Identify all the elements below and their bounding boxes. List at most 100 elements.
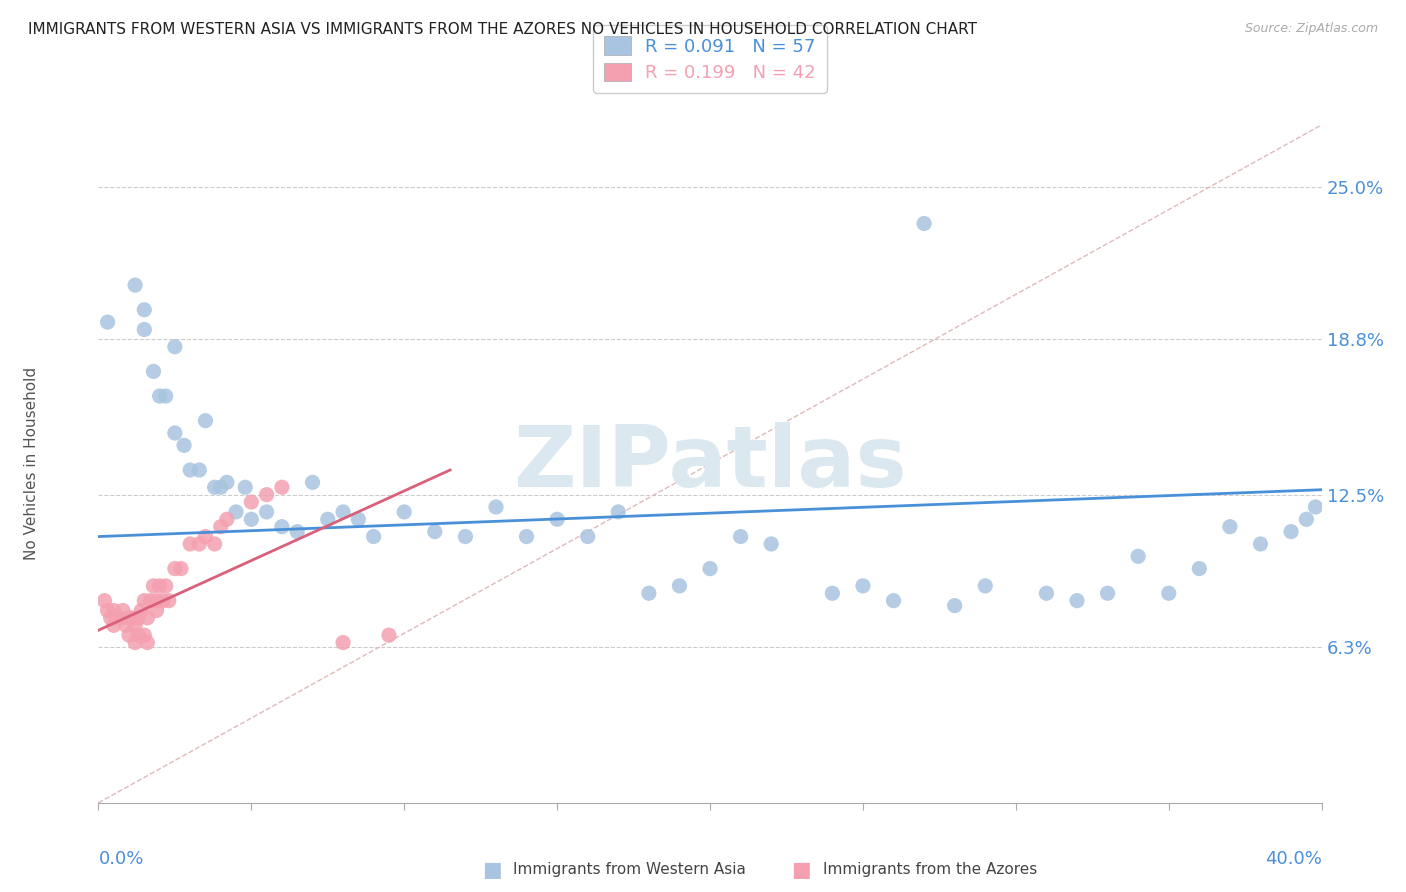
Point <box>179 537 201 551</box>
Point <box>454 530 477 544</box>
Text: 0.0%: 0.0% <box>98 850 143 868</box>
Point <box>316 512 339 526</box>
Point <box>974 579 997 593</box>
Point <box>149 389 172 403</box>
Point <box>103 618 125 632</box>
Point <box>852 579 875 593</box>
Point <box>1219 519 1241 533</box>
Point <box>516 530 538 544</box>
Point <box>111 603 134 617</box>
Point <box>163 561 186 575</box>
Point <box>170 561 193 575</box>
Point <box>204 537 226 551</box>
Point <box>93 593 115 607</box>
Point <box>157 593 180 607</box>
Text: Immigrants from the Azores: Immigrants from the Azores <box>823 863 1036 877</box>
Point <box>301 475 323 490</box>
Point <box>270 519 292 533</box>
Point <box>1295 512 1317 526</box>
Point <box>1279 524 1302 539</box>
Point <box>347 512 370 526</box>
Point <box>136 611 159 625</box>
Point <box>215 512 238 526</box>
Point <box>163 425 186 440</box>
Point <box>118 628 141 642</box>
Point <box>730 530 752 544</box>
Point <box>332 505 354 519</box>
Point <box>256 505 278 519</box>
Point <box>188 537 211 551</box>
Point <box>699 561 721 575</box>
Point <box>204 480 226 494</box>
Point <box>883 593 905 607</box>
Point <box>136 635 159 649</box>
Point <box>215 475 238 490</box>
Point <box>118 611 141 625</box>
Point <box>124 618 146 632</box>
Point <box>134 322 156 336</box>
Point <box>1305 500 1327 514</box>
Point <box>139 593 162 607</box>
Point <box>607 505 630 519</box>
Point <box>546 512 568 526</box>
Point <box>155 579 177 593</box>
Point <box>97 603 120 617</box>
Point <box>152 593 174 607</box>
Text: ■: ■ <box>482 860 502 880</box>
Point <box>142 364 165 378</box>
Point <box>209 519 232 533</box>
Point <box>115 618 138 632</box>
Point <box>124 635 146 649</box>
Point <box>759 537 782 551</box>
Point <box>256 488 278 502</box>
Point <box>124 278 146 293</box>
Point <box>149 579 172 593</box>
Point <box>142 579 165 593</box>
Point <box>121 611 143 625</box>
Point <box>105 611 128 625</box>
Point <box>392 505 416 519</box>
Point <box>134 593 156 607</box>
Point <box>240 512 263 526</box>
Point <box>668 579 690 593</box>
Point <box>145 593 167 607</box>
Point <box>194 530 217 544</box>
Point <box>173 438 195 452</box>
Point <box>163 340 186 354</box>
Point <box>1157 586 1180 600</box>
Point <box>233 480 256 494</box>
Text: Immigrants from Western Asia: Immigrants from Western Asia <box>513 863 747 877</box>
Point <box>1249 537 1271 551</box>
Legend: R = 0.091   N = 57, R = 0.199   N = 42: R = 0.091 N = 57, R = 0.199 N = 42 <box>593 26 827 93</box>
Point <box>1035 586 1057 600</box>
Point <box>285 524 308 539</box>
Point <box>103 603 125 617</box>
Point <box>155 389 177 403</box>
Point <box>1188 561 1211 575</box>
Point <box>270 480 292 494</box>
Point <box>209 480 232 494</box>
Point <box>378 628 401 642</box>
Point <box>943 599 966 613</box>
Text: 40.0%: 40.0% <box>1265 850 1322 868</box>
Point <box>637 586 661 600</box>
Point <box>240 495 263 509</box>
Point <box>194 414 217 428</box>
Point <box>145 603 167 617</box>
Point <box>821 586 844 600</box>
Point <box>100 611 122 625</box>
Point <box>912 217 935 231</box>
Point <box>423 524 446 539</box>
Point <box>97 315 120 329</box>
Text: No Vehicles in Household: No Vehicles in Household <box>24 368 38 560</box>
Point <box>485 500 508 514</box>
Point <box>1097 586 1119 600</box>
Text: IMMIGRANTS FROM WESTERN ASIA VS IMMIGRANTS FROM THE AZORES NO VEHICLES IN HOUSEH: IMMIGRANTS FROM WESTERN ASIA VS IMMIGRAN… <box>28 22 977 37</box>
Point <box>225 505 247 519</box>
Point <box>363 530 385 544</box>
Text: Source: ZipAtlas.com: Source: ZipAtlas.com <box>1244 22 1378 36</box>
Point <box>1066 593 1088 607</box>
Point <box>134 628 156 642</box>
Point <box>127 611 149 625</box>
Point <box>134 302 156 317</box>
